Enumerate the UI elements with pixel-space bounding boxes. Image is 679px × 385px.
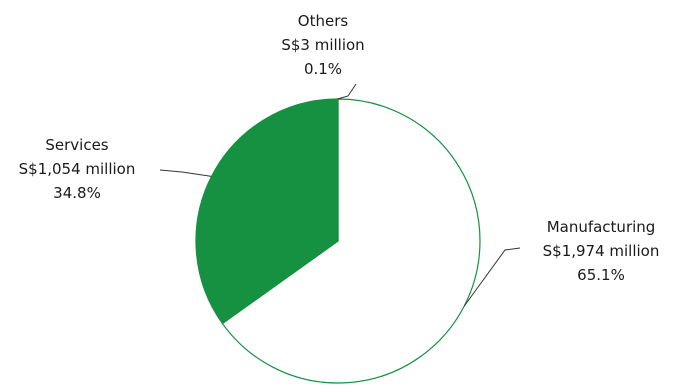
- leader-line-others: [337, 83, 357, 100]
- pie-slices: [195, 98, 481, 384]
- leader-lines: [159, 83, 521, 307]
- label-others-percent: 0.1%: [304, 60, 342, 78]
- label-manufacturing-value: S$1,974 million: [543, 242, 660, 260]
- label-others-name: Others: [298, 12, 349, 30]
- leader-line-manufacturing: [463, 247, 521, 307]
- pie-slice-services: [195, 98, 339, 325]
- label-manufacturing: Manufacturing S$1,974 million 65.1%: [543, 218, 660, 284]
- label-others: Others S$3 million 0.1%: [281, 12, 364, 78]
- label-services-percent: 34.8%: [53, 184, 101, 202]
- pie-slice-manufacturing: [221, 98, 481, 384]
- label-services-name: Services: [45, 136, 108, 154]
- label-manufacturing-percent: 65.1%: [577, 266, 625, 284]
- label-services-value: S$1,054 million: [19, 160, 136, 178]
- label-others-value: S$3 million: [281, 36, 364, 54]
- label-services: Services S$1,054 million 34.8%: [19, 136, 136, 202]
- label-manufacturing-name: Manufacturing: [547, 218, 656, 236]
- leader-line-services: [159, 169, 212, 177]
